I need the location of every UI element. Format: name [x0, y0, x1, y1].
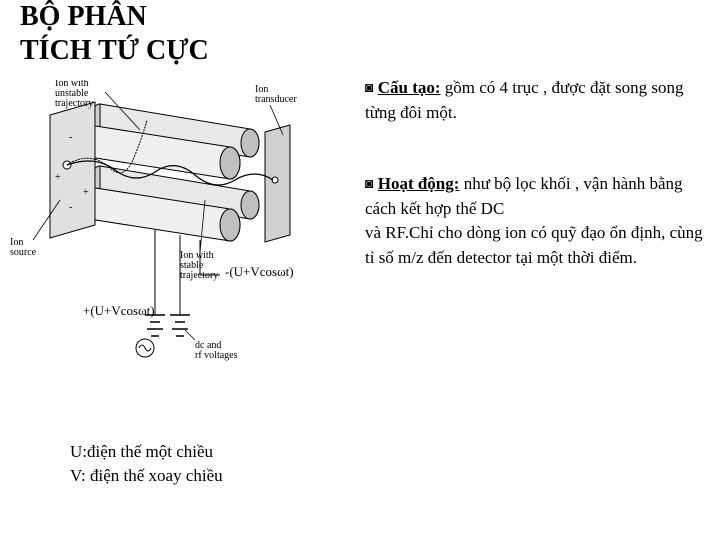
pointer-dcrf [185, 330, 195, 340]
svg-text:+: + [83, 187, 89, 198]
label-unstable: Ion with unstable trajectory [55, 80, 93, 109]
page-title: BỘ PHÂN TÍCH TỨ CỰC [20, 0, 209, 67]
detector-plate [265, 125, 290, 242]
svg-text:+: + [55, 172, 61, 183]
label-stable: Ion with stable trajectory [180, 250, 218, 281]
svg-text:-: - [69, 132, 72, 143]
voltage-pos-label: +(U+Vcosωt) [83, 303, 155, 319]
operation-heading: Hoạt động: [378, 174, 460, 193]
def-V: V: điện thế xoay chiều [70, 464, 223, 488]
label-dcrf: dc and rf voltages [195, 340, 238, 361]
label-transducer: Ion transducer [255, 84, 297, 105]
label-source: Ion source [10, 237, 37, 258]
svg-text:-: - [69, 202, 72, 213]
quadrupole-diagram: - + + - [5, 80, 325, 380]
voltage-definitions: U:điện thế một chiều V: điện thế xoay ch… [70, 440, 223, 488]
quadrupole-svg: - + + - [5, 80, 325, 380]
operation-block: ◙ Hoạt động: như bộ lọc khối , vận hành … [365, 172, 715, 271]
def-U: U:điện thế một chiều [70, 440, 223, 464]
structure-block: ◙ Cấu tạo: gồm có 4 trục , được đặt song… [365, 76, 705, 125]
voltage-neg-label: -(U+Vcosωt) [225, 264, 294, 280]
structure-heading: Cấu tạo: [378, 78, 441, 97]
bullet-icon: ◙ [365, 81, 373, 96]
bullet-icon: ◙ [365, 177, 373, 192]
source-plate: - + + - [50, 102, 95, 238]
